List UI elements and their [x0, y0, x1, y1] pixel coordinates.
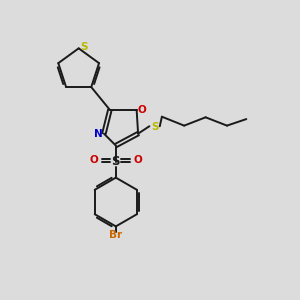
Text: O: O: [133, 155, 142, 165]
Text: O: O: [138, 105, 146, 115]
Text: Br: Br: [109, 230, 122, 240]
Text: S: S: [112, 155, 120, 168]
Text: O: O: [90, 155, 98, 165]
Text: S: S: [80, 42, 88, 52]
Text: N: N: [94, 129, 103, 139]
Text: S: S: [151, 122, 158, 132]
